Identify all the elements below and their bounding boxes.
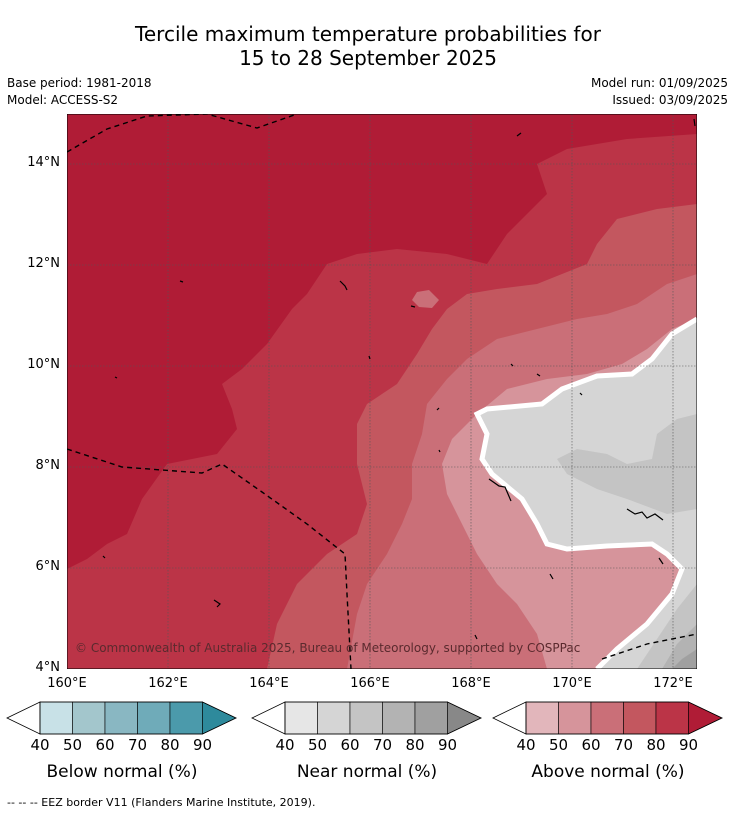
map-panel (67, 114, 697, 669)
swatch-above-40 (525, 701, 559, 735)
lon-label-172e: 172°E (653, 676, 693, 691)
probability-map (67, 114, 697, 669)
meta-right: Model run: 01/09/2025 Issued: 03/09/2025 (591, 75, 728, 109)
tick-near-80: 80 (405, 736, 425, 754)
tick-near-40: 40 (275, 736, 295, 754)
tick-near-90: 90 (437, 736, 458, 754)
swatch-above-70 (623, 701, 657, 735)
lat-label-4n: 4°N (35, 660, 61, 675)
swatch-above-60 (590, 701, 624, 735)
lon-label-164e: 164°E (249, 676, 289, 691)
tick-below-70: 70 (127, 736, 148, 754)
zone-near-60 (557, 414, 697, 514)
tick-near-70: 70 (372, 736, 393, 754)
swatch-below-90 (202, 701, 237, 735)
copyright-notice: © Commonwealth of Australia 2025, Bureau… (75, 641, 581, 655)
lat-label-10n: 10°N (27, 357, 60, 372)
meta-left: Base period: 1981-2018 Model: ACCESS-S2 (7, 75, 152, 109)
swatch-above-80 (655, 701, 689, 735)
zone-near-80 (672, 649, 697, 669)
eez-footnote: -- -- -- EEZ border V11 (Flanders Marine… (7, 796, 316, 809)
lon-label-166e: 166°E (350, 676, 390, 691)
title-line-1: Tercile maximum temperature probabilitie… (135, 22, 601, 46)
tick-above-80: 80 (646, 736, 666, 754)
colorbar-below-title: Below normal (%) (46, 762, 198, 782)
tick-above-70: 70 (613, 736, 634, 754)
lat-label-14n: 14°N (27, 155, 60, 170)
colorbar-near (251, 701, 482, 735)
model-run: Model run: 01/09/2025 (590, 76, 728, 90)
tick-below-50: 50 (62, 736, 83, 754)
lat-label-8n: 8°N (35, 458, 61, 473)
colorbar-near-title: Near normal (%) (296, 762, 438, 782)
tick-below-40: 40 (30, 736, 50, 754)
eez-borders (67, 114, 697, 669)
tick-below-90: 90 (192, 736, 213, 754)
island-dots (102, 118, 696, 640)
tick-below-80: 80 (160, 736, 180, 754)
lat-label-6n: 6°N (35, 559, 61, 574)
swatch-above-50 (558, 701, 592, 735)
swatch-near-90 (447, 701, 482, 735)
swatch-near-60 (349, 701, 383, 735)
issued-date: Issued: 03/09/2025 (612, 93, 728, 107)
swatch-near-50 (317, 701, 351, 735)
swatch-below-80 (169, 701, 203, 735)
tercile-boundary-line (473, 316, 697, 669)
swatch-near-80 (414, 701, 448, 735)
swatch-below-40 (39, 701, 73, 735)
base-period: Base period: 1981-2018 (7, 76, 152, 90)
colorbar-below (6, 701, 237, 735)
tick-above-50: 50 (548, 736, 569, 754)
swatch-below-70 (137, 701, 171, 735)
tick-below-60: 60 (95, 736, 115, 754)
tick-above-40: 40 (516, 736, 536, 754)
swatch-below-60 (104, 701, 138, 735)
colorbar-below-swatches (39, 701, 203, 735)
swatch-below-50 (72, 701, 106, 735)
tick-above-90: 90 (678, 736, 699, 754)
zone-patch-north (412, 290, 439, 308)
lon-label-168e: 168°E (451, 676, 491, 691)
lon-label-160e: 160°E (47, 676, 87, 691)
map-title: Tercile maximum temperature probabilitie… (0, 22, 736, 70)
swatch-above-90 (688, 701, 723, 735)
tick-near-60: 60 (340, 736, 360, 754)
model-name: Model: ACCESS-S2 (7, 93, 119, 107)
colorbar-above-title: Above normal (%) (531, 762, 685, 782)
swatch-near-70 (382, 701, 416, 735)
lon-label-170e: 170°E (552, 676, 592, 691)
lat-label-12n: 12°N (27, 256, 60, 271)
title-line-2: 15 to 28 September 2025 (239, 46, 497, 70)
tick-near-50: 50 (307, 736, 328, 754)
lat-gridlines (67, 163, 697, 569)
lon-gridlines (167, 114, 674, 669)
lon-label-162e: 162°E (148, 676, 188, 691)
swatch-near-40 (284, 701, 318, 735)
tick-above-60: 60 (581, 736, 601, 754)
colorbar-above (492, 701, 723, 735)
